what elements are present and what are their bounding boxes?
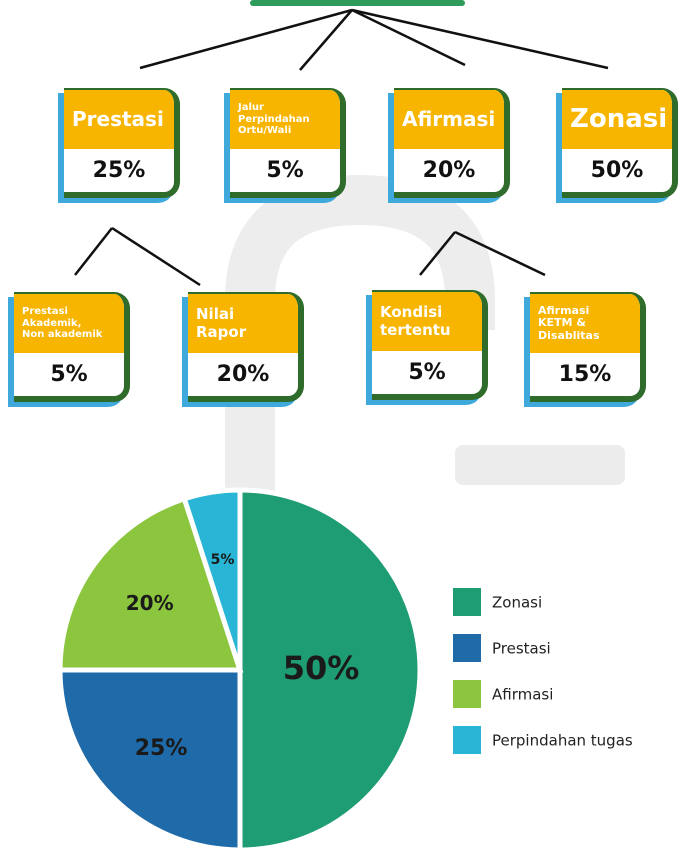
legend-label: Zonasi: [492, 594, 542, 612]
legend-swatch: [453, 634, 481, 662]
legend-label: Perpindahan tugas: [492, 732, 633, 750]
slice-label: 50%: [283, 649, 360, 687]
slice-label: 25%: [135, 736, 188, 761]
legend-swatch: [453, 726, 481, 754]
slice-label: 5%: [211, 552, 235, 568]
legend-label: Afirmasi: [492, 686, 553, 704]
legend-swatch: [453, 680, 481, 708]
legend-label: Prestasi: [492, 640, 551, 658]
slice-label: 20%: [126, 591, 174, 615]
page: Prestasi25% Jalur Perpindahan Ortu/Wali5…: [0, 0, 682, 855]
legend-swatch: [453, 588, 481, 616]
pie-chart: 50% 25% 20% 5% Zonasi Prestasi Afirmasi Perpind…: [0, 0, 682, 855]
